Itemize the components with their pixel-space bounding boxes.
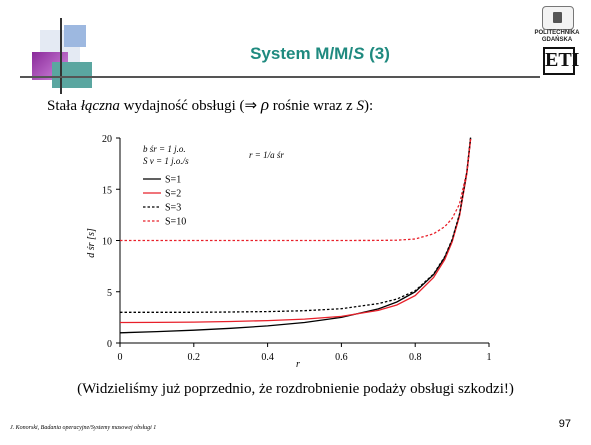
intro-middle: wydajność obsługi (⇒: [119, 98, 261, 114]
legend-label: S=3: [165, 203, 181, 214]
x-axis-label: r: [296, 359, 300, 370]
series-line-s-2: [119, 138, 472, 324]
formula-annotation: r = 1/a śr: [249, 150, 284, 160]
y-tick-label: 15: [102, 185, 112, 196]
y-tick-label: 10: [102, 237, 112, 248]
x-tick-label: 0.8: [409, 352, 422, 363]
y-tick-label: 20: [102, 134, 112, 145]
param-line-1: b śr = 1 j.o.: [143, 144, 186, 154]
series-line-s-1: [119, 137, 472, 334]
decor-square-teal: [52, 62, 92, 88]
y-tick-label: 5: [107, 288, 112, 299]
intro-rho: ρ: [260, 95, 269, 114]
x-tick-label: 0.6: [335, 352, 348, 363]
intro-s-variable: S: [356, 98, 364, 114]
header-divider: [20, 76, 540, 78]
title-suffix: (3): [364, 44, 390, 63]
title-variable: S: [353, 44, 365, 63]
y-tick-label: 0: [107, 339, 112, 350]
intro-after-rho: rośnie wraz z: [268, 98, 357, 114]
university-logo: POLITECHNIKA GDAŃSKA ETI: [528, 6, 586, 76]
title-prefix: System M/M/: [250, 44, 354, 63]
x-tick-label: 0.4: [261, 352, 274, 363]
x-tick-label: 1: [487, 352, 492, 363]
decor-square-blue: [64, 25, 86, 47]
intro-text: Stała łączna wydajność obsługi (⇒ ρ rośn…: [47, 95, 373, 115]
series-line-s-3: [120, 137, 472, 313]
legend-label: S=10: [165, 217, 186, 228]
y-axis-label: d śr [s]: [86, 228, 97, 258]
legend-label: S=2: [165, 189, 181, 200]
footer-text: J. Konorski, Badania operacyjne/Systemy …: [10, 425, 157, 431]
param-line-2: S v = 1 j.o./s: [143, 156, 189, 166]
logo-line-1: POLITECHNIKA: [534, 30, 580, 36]
decor-vertical-line: [60, 18, 62, 94]
x-tick-label: 0: [118, 352, 123, 363]
legend-label: S=1: [165, 175, 181, 186]
series-line-s-10: [120, 138, 472, 242]
logo-line-2: GDAŃSKA: [541, 37, 573, 43]
intro-italic-word: łączna: [80, 98, 120, 114]
caption: (Widzieliśmy już poprzednio, że rozdrobn…: [77, 381, 514, 397]
chart-legend: S=1 S=2 S=3 S=10: [143, 175, 186, 228]
emblem-icon: [542, 6, 574, 30]
page-number: 97: [558, 418, 571, 430]
chart-series: [119, 137, 472, 334]
slide-title: System M/M/S (3): [190, 44, 450, 64]
intro-end: ):: [363, 98, 374, 114]
x-tick-label: 0.2: [188, 352, 201, 363]
logo-mark: ETI: [543, 47, 579, 75]
intro-before: Stała: [47, 98, 81, 114]
